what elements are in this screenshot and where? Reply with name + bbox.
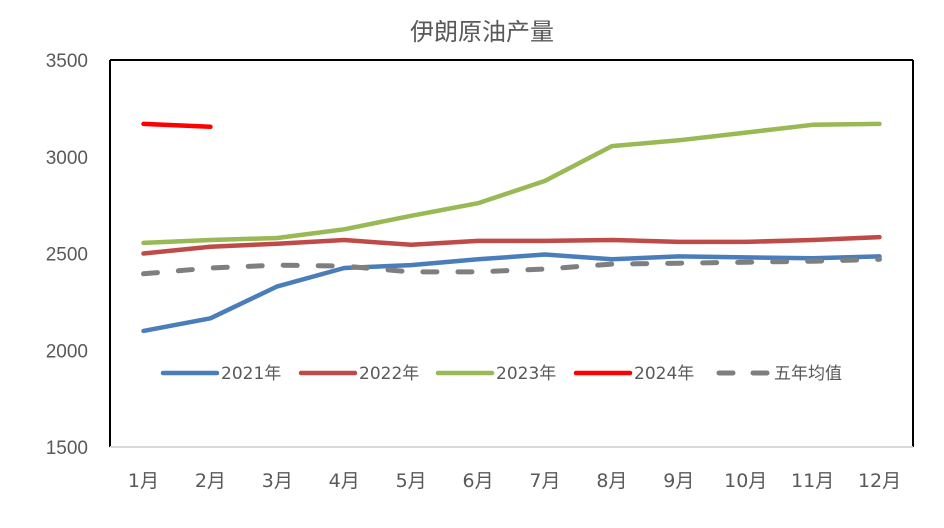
chart-title: 伊朗原油产量: [410, 18, 554, 46]
plot-area: [109, 59, 914, 448]
series-line-2: [141, 121, 882, 246]
y-axis-ticks: 1500 2000 2500 3000 3500: [46, 51, 88, 459]
x-tick-label: 4月: [329, 470, 360, 492]
legend-label: 2023年: [496, 364, 556, 384]
x-tick-label: 11月: [791, 470, 834, 492]
legend-item: 2023年: [435, 364, 556, 384]
x-tick-label: 10月: [724, 470, 767, 492]
x-tick-label: 2月: [195, 470, 226, 492]
x-tick-label: 9月: [663, 470, 694, 492]
x-tick-label: 6月: [462, 470, 493, 492]
legend-label: 2022年: [359, 364, 419, 384]
x-tick-label: 1月: [128, 470, 159, 492]
legend-label: 五年均值: [774, 364, 842, 384]
series-line-1: [141, 234, 882, 256]
x-tick-label: 8月: [596, 470, 627, 492]
series-line-4: [141, 256, 882, 277]
legend: 2021年 2022年 2023年 2024年 五年均值: [160, 364, 842, 384]
legend-item: 五年均值: [716, 364, 842, 384]
series-layer: [141, 121, 882, 334]
series-line-0: [141, 252, 882, 334]
y-tick-label: 3500: [46, 51, 88, 72]
y-tick-label: 2500: [46, 245, 88, 266]
x-tick-label: 3月: [262, 470, 293, 492]
legend-item: 2022年: [298, 364, 419, 384]
y-tick-label: 2000: [46, 341, 88, 362]
legend-item: 2024年: [573, 364, 694, 384]
series-line-3: [141, 121, 213, 130]
legend-label: 2021年: [221, 364, 281, 384]
legend-item: 2021年: [160, 364, 281, 384]
y-tick-label: 1500: [46, 438, 88, 459]
x-tick-label: 12月: [858, 470, 901, 492]
x-axis-ticks: 1月 2月 3月 4月 5月 6月 7月 8月 9月 10月 11月 12月: [128, 470, 901, 492]
legend-label: 2024年: [634, 364, 694, 384]
x-tick-label: 7月: [529, 470, 560, 492]
x-tick-label: 5月: [396, 470, 427, 492]
y-tick-label: 3000: [46, 148, 88, 169]
